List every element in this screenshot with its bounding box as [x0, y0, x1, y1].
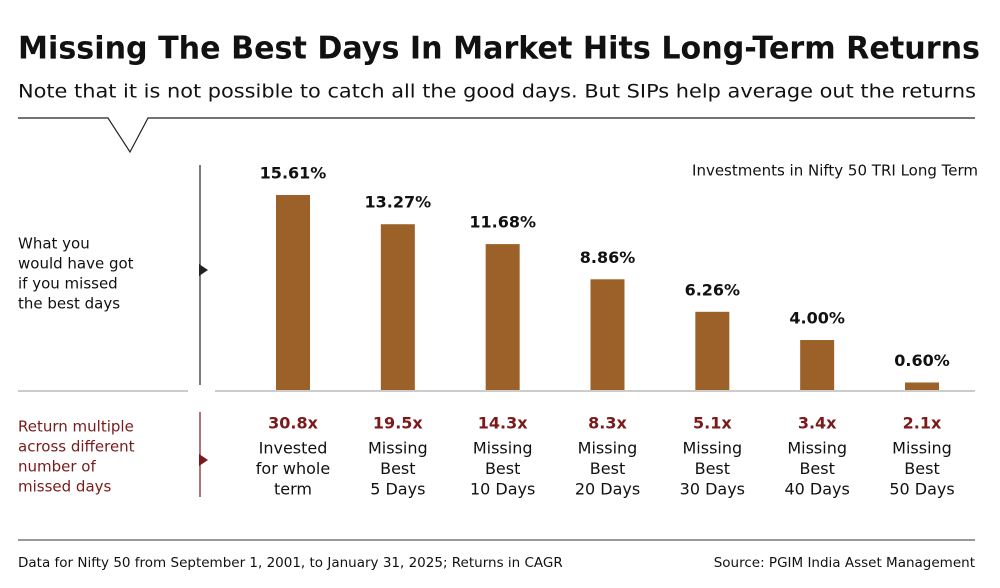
x-tick-label: for whole: [256, 459, 330, 478]
return-multiple: 14.3x: [478, 414, 528, 433]
left-label: missed days: [18, 478, 112, 496]
value-label: 6.26%: [685, 280, 741, 299]
return-multiple: 8.3x: [588, 414, 627, 433]
bar: [800, 340, 835, 390]
x-tick-label: Missing: [682, 439, 742, 458]
x-tick-label: Best: [485, 459, 520, 478]
arrow: [199, 264, 208, 276]
return-multiple: 30.8x: [268, 414, 318, 433]
x-tick-label: term: [274, 480, 312, 499]
x-tick-label: 5 Days: [370, 480, 425, 499]
x-tick-label: 30 Days: [680, 480, 745, 499]
bar: [905, 382, 939, 390]
footer-left: Data for Nifty 50 from September 1, 2001…: [18, 555, 563, 571]
bar: [695, 311, 730, 390]
left-label: if you missed: [18, 275, 118, 293]
x-tick-label: Best: [695, 459, 730, 478]
annotation: Investments in Nifty 50 TRI Long Term: [692, 162, 978, 180]
value-label: 0.60%: [894, 351, 950, 370]
x-tick-label: Missing: [578, 439, 638, 458]
value-label: 13.27%: [365, 193, 432, 212]
chart-title: Missing The Best Days In Market Hits Lon…: [18, 31, 980, 67]
value-label: 15.61%: [260, 164, 327, 183]
x-tick-label: Best: [380, 459, 415, 478]
callout-line: [18, 117, 975, 154]
return-multiple: 3.4x: [798, 414, 837, 433]
return-multiple: 5.1x: [693, 414, 732, 433]
left-label: Return multiple: [18, 418, 134, 436]
x-tick-label: 50 Days: [889, 480, 954, 499]
left-label: number of: [18, 458, 96, 476]
left-label: the best days: [18, 295, 120, 313]
x-tick-label: Missing: [473, 439, 533, 458]
x-tick-label: Best: [904, 459, 939, 478]
return-multiple: 2.1x: [903, 414, 942, 433]
x-tick-label: Missing: [787, 439, 847, 458]
value-label: 4.00%: [789, 309, 845, 328]
chart-subtitle: Note that it is not possible to catch al…: [18, 81, 976, 103]
bar: [485, 244, 520, 390]
return-multiple: 19.5x: [373, 414, 423, 433]
left-label: would have got: [18, 255, 134, 273]
x-tick-label: 10 Days: [470, 480, 535, 499]
left-label: across different: [18, 438, 135, 456]
footer-right: Source: PGIM India Asset Management: [714, 555, 975, 571]
arrow: [199, 454, 208, 466]
left-label: What you: [18, 235, 90, 253]
bar: [590, 279, 625, 390]
x-tick-label: 20 Days: [575, 480, 640, 499]
x-tick-label: Invested: [259, 439, 328, 458]
value-label: 11.68%: [469, 213, 536, 232]
x-tick-label: Missing: [892, 439, 952, 458]
bar: [276, 195, 310, 390]
x-tick-label: Missing: [368, 439, 428, 458]
bar: [380, 224, 415, 390]
value-label: 8.86%: [580, 248, 636, 267]
x-tick-label: 40 Days: [784, 480, 849, 499]
x-tick-label: Best: [799, 459, 834, 478]
x-tick-label: Best: [590, 459, 625, 478]
